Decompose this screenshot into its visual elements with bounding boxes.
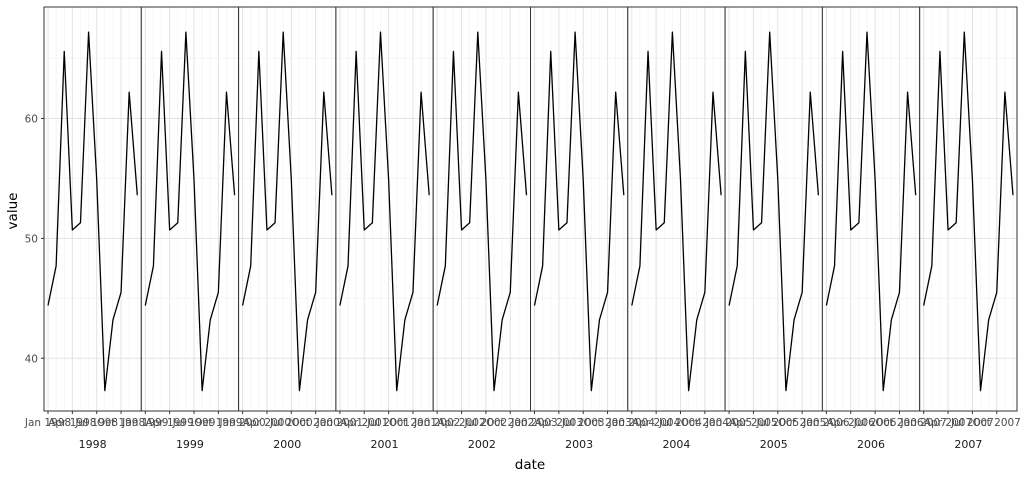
series-line [144,31,236,392]
x-tick-label: Apr 1998 [48,417,96,429]
facet-panel [140,6,240,419]
facet-panel [627,6,726,419]
x-tick-label: Jul 2003 [561,417,605,429]
x-tick-label: Apr 1999 [146,417,194,429]
panel-border [919,6,1018,412]
facet-year-label: 2005 [760,438,788,451]
x-tick-label: Apr 2003 [535,417,583,429]
facet-year-label: 2002 [468,438,496,451]
series-line [241,31,333,392]
x-tick-label: Oct 2002 [486,417,534,429]
x-tick-label: Jul 1999 [172,417,216,429]
series-line [339,31,430,392]
x-tick-label: Apr 2001 [340,417,388,429]
x-tick-label: Jul 2005 [755,417,799,429]
y-tick-label: 60 [25,113,38,125]
x-tick-label: Oct 2001 [389,417,437,429]
facet-panel [919,6,1018,419]
x-tick-label: Apr 2005 [729,417,777,429]
x-tick-label: Jan 2007 [900,417,947,429]
x-tick-label: Jan 2006 [802,417,850,429]
facet-year-label: 2000 [273,438,301,451]
x-tick-label: Oct 2003 [583,417,631,429]
x-tick-label: Jul 2004 [658,417,702,429]
facet-panel [43,6,142,419]
facet-panels [43,6,1018,419]
x-tick-label: Oct 2005 [778,417,826,429]
y-axis-title: value [5,193,21,230]
facet-year-label: 2007 [954,438,982,451]
x-tick-label: Oct 1999 [194,417,242,429]
facet-panel [821,6,921,419]
series-line [436,31,528,392]
facet-panel [238,6,337,419]
x-tick-label: Jan 2000 [218,417,265,429]
x-tick-label: Oct 2000 [292,417,340,429]
facet-year-label: 2003 [565,438,593,451]
x-tick-label: Jan 1998 [24,417,71,429]
facet-panel [724,6,823,419]
x-tick-label: Apr 2006 [827,417,876,429]
x-tick-label: Jul 2006 [853,417,897,429]
x-tick-label: Oct 2006 [875,417,924,429]
facet-year-label: 2001 [371,438,399,451]
facet-year-label: 1998 [79,438,107,451]
facet-panel [432,6,532,419]
x-tick-label: Oct 1998 [97,417,145,429]
x-tick-label: Oct 2007 [973,417,1021,429]
facet-panel [530,6,629,419]
series-line [728,31,820,392]
facet-year-label: 1999 [176,438,204,451]
x-tick-label: Jan 2004 [608,417,656,429]
x-tick-label: Jul 2000 [269,417,313,429]
x-tick-label: Jan 2002 [413,417,460,429]
x-tick-label: Apr 2002 [437,417,485,429]
series-line [923,31,1014,392]
x-tick-label: Apr 2000 [243,417,291,429]
x-tick-label: Apr 2004 [632,417,681,429]
x-tick-label: Jul 2002 [464,417,508,429]
y-axis: 40 50 60 [25,113,44,365]
x-tick-label: Jan 2003 [510,417,557,429]
y-tick-label: 50 [25,233,38,245]
x-tick-label: Jan 2001 [316,417,363,429]
x-axis-title: date [515,457,545,473]
y-tick-label: 40 [25,353,38,365]
series-line [825,31,917,392]
facet-year-label: 2004 [662,438,690,451]
x-tick-label: Jan 2005 [705,417,752,429]
x-tick-label: Jan 1999 [121,417,168,429]
series-line [631,31,722,392]
facet-panel [335,6,434,419]
x-tick-label: Oct 2004 [681,417,730,429]
series-line [533,31,625,392]
series-line [47,31,138,392]
x-tick-label: Jul 2007 [950,417,994,429]
x-tick-label: Apr 2007 [924,417,972,429]
facet-year-label: 2006 [857,438,885,451]
x-tick-label: Jul 1998 [74,417,118,429]
x-tick-label: Jul 2001 [366,417,410,429]
